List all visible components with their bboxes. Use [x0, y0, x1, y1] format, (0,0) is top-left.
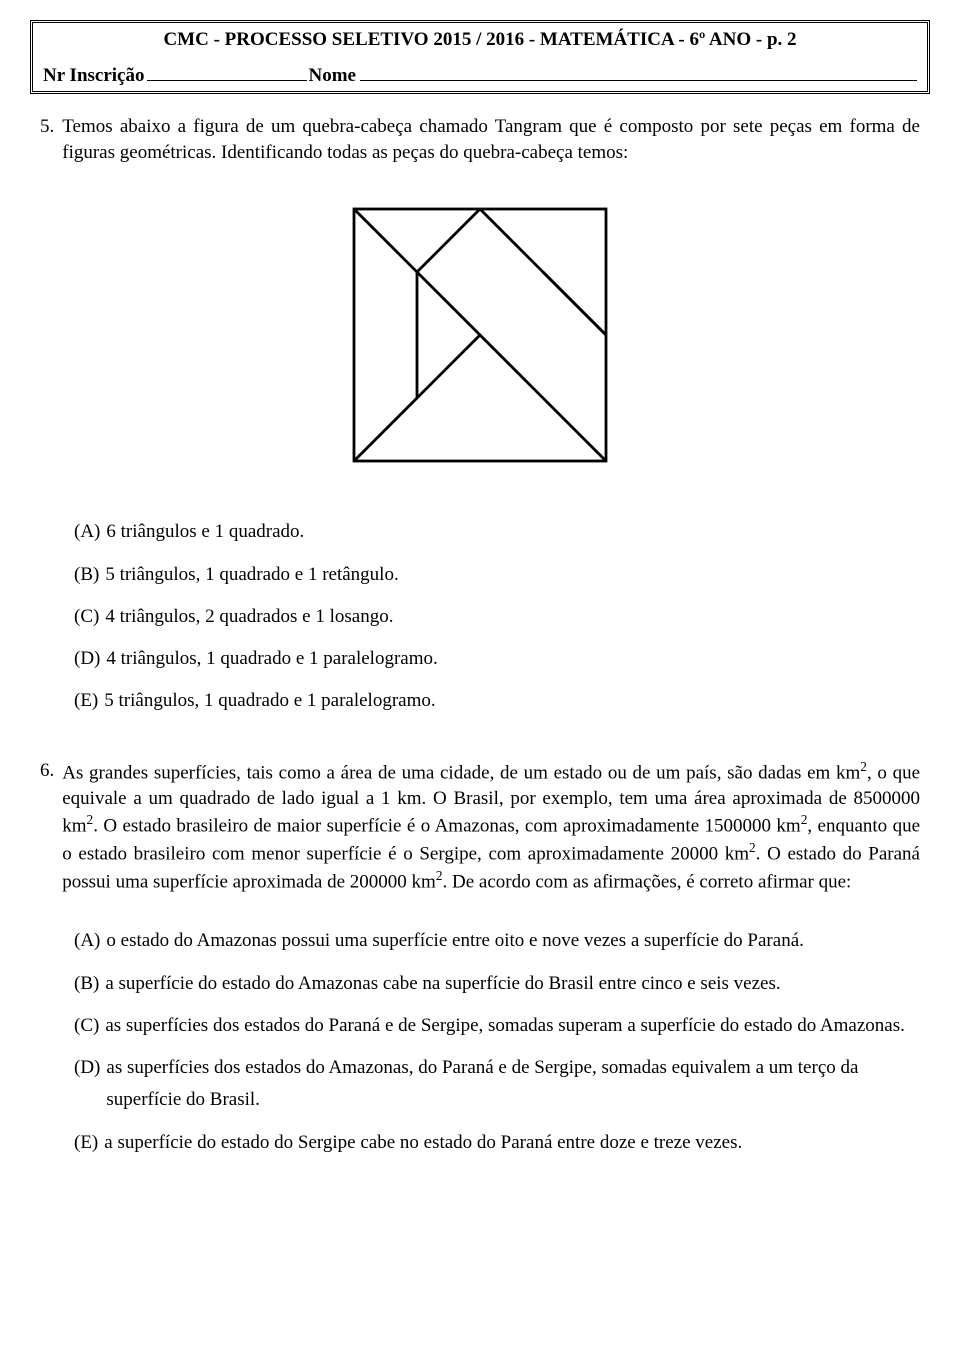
option-label: (E) [74, 685, 98, 717]
sup-2: 2 [436, 868, 443, 883]
tangram-figure [40, 195, 920, 481]
option-text: as superfícies dos estados do Paraná e d… [105, 1010, 920, 1042]
q6-option-e: (E) a superfície do estado do Sergipe ca… [74, 1127, 920, 1159]
sup-2: 2 [860, 759, 867, 774]
option-text: as superfícies dos estados do Amazonas, … [106, 1052, 920, 1117]
q5-option-b: (B) 5 triângulos, 1 quadrado e 1 retângu… [74, 559, 920, 591]
q6-option-a: (A) o estado do Amazonas possui uma supe… [74, 925, 920, 957]
q6-option-c: (C) as superfícies dos estados do Paraná… [74, 1010, 920, 1042]
q6-text: As grandes superfícies, tais como a área… [62, 758, 920, 896]
option-label: (C) [74, 1010, 99, 1042]
q6-text-seg: . O estado brasileiro de maior superfíci… [93, 816, 801, 837]
option-label: (D) [74, 643, 100, 675]
option-text: a superfície do estado do Amazonas cabe … [105, 968, 920, 1000]
tangram-svg [340, 195, 620, 475]
option-text: 5 triângulos, 1 quadrado e 1 retângulo. [105, 559, 920, 591]
question-6: 6. As grandes superfícies, tais como a á… [40, 758, 920, 1159]
option-label: (A) [74, 516, 100, 548]
header-title: CMC - PROCESSO SELETIVO 2015 / 2016 - MA… [43, 29, 917, 51]
q6-option-d: (D) as superfícies dos estados do Amazon… [74, 1052, 920, 1117]
q6-option-b: (B) a superfície do estado do Amazonas c… [74, 968, 920, 1000]
q5-option-d: (D) 4 triângulos, 1 quadrado e 1 paralel… [74, 643, 920, 675]
q6-options: (A) o estado do Amazonas possui uma supe… [74, 925, 920, 1159]
nome-label: Nome [309, 65, 356, 87]
option-label: (E) [74, 1127, 98, 1159]
nr-inscricao-label: Nr Inscrição [43, 65, 145, 87]
nr-inscricao-blank [147, 80, 307, 81]
q5-options: (A) 6 triângulos e 1 quadrado. (B) 5 tri… [74, 516, 920, 717]
page-header: CMC - PROCESSO SELETIVO 2015 / 2016 - MA… [30, 20, 930, 94]
q5-option-c: (C) 4 triângulos, 2 quadrados e 1 losang… [74, 601, 920, 633]
option-text: 5 triângulos, 1 quadrado e 1 paralelogra… [104, 685, 920, 717]
nome-blank [360, 80, 917, 81]
q6-text-seg: . De acordo com as afirmações, é correto… [443, 872, 852, 893]
q5-option-e: (E) 5 triângulos, 1 quadrado e 1 paralel… [74, 685, 920, 717]
option-label: (C) [74, 601, 99, 633]
option-label: (B) [74, 559, 99, 591]
option-label: (B) [74, 968, 99, 1000]
question-5: 5. Temos abaixo a figura de um quebra-ca… [40, 114, 920, 718]
header-fields: Nr Inscrição Nome [43, 65, 917, 87]
q6-text-seg: As grandes superfícies, tais como a área… [62, 762, 860, 783]
q6-number: 6. [40, 758, 54, 784]
sup-2: 2 [749, 840, 756, 855]
option-text: a superfície do estado do Sergipe cabe n… [104, 1127, 920, 1159]
option-label: (A) [74, 925, 100, 957]
option-label: (D) [74, 1052, 100, 1084]
option-text: 4 triângulos, 1 quadrado e 1 paralelogra… [106, 643, 920, 675]
option-text: o estado do Amazonas possui uma superfíc… [106, 925, 920, 957]
q5-text: Temos abaixo a figura de um quebra-cabeç… [62, 114, 920, 165]
option-text: 6 triângulos e 1 quadrado. [106, 516, 920, 548]
option-text: 4 triângulos, 2 quadrados e 1 losango. [105, 601, 920, 633]
q5-number: 5. [40, 114, 54, 140]
q5-option-a: (A) 6 triângulos e 1 quadrado. [74, 516, 920, 548]
